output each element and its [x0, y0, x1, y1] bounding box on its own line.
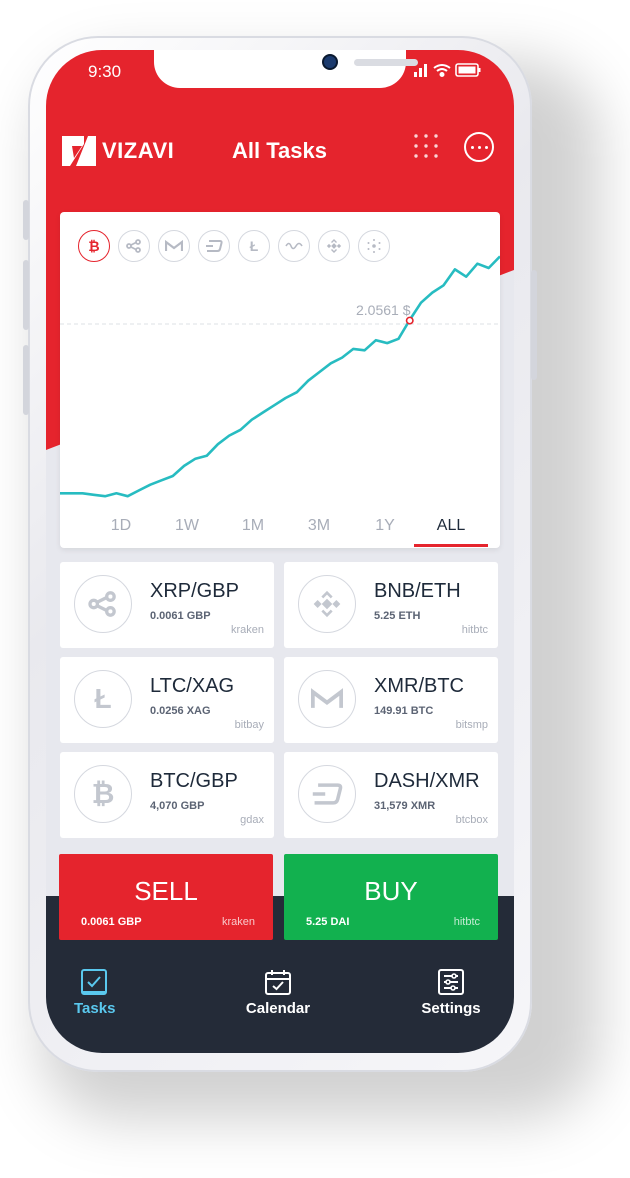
- status-icons: [414, 62, 484, 81]
- buy-exchange: hitbtc: [453, 916, 480, 928]
- pair-card-xmr-btc[interactable]: XMR/BTC 149.91 BTC bitsmp: [284, 657, 498, 743]
- pair-name: BTC/GBP: [150, 770, 238, 792]
- grid-menu-icon[interactable]: [412, 132, 440, 160]
- pair-amount: 31,579 XMR: [374, 800, 436, 812]
- pair-card-bnb-eth[interactable]: BNB/ETH 5.25 ETH hitbtc: [284, 562, 498, 648]
- pair-amount: 0.0061 GBP: [150, 610, 211, 622]
- vizavi-logo-icon: [62, 136, 96, 166]
- battery-icon: [455, 63, 481, 77]
- buy-label: BUY: [364, 876, 418, 906]
- pair-exchange: bitsmp: [455, 719, 488, 731]
- monero-icon: [298, 670, 356, 728]
- phone-mute-button: [23, 200, 29, 240]
- nav-tasks-label: Tasks: [74, 1000, 116, 1017]
- pair-amount: 149.91 BTC: [374, 705, 434, 717]
- sell-button[interactable]: SELL 0.0061 GBP kraken: [59, 854, 273, 940]
- phone-volume-down-button: [23, 345, 29, 415]
- status-time: 9:30: [88, 62, 122, 81]
- front-camera: [324, 56, 336, 68]
- range-1m[interactable]: 1M: [241, 517, 265, 534]
- nav-settings-label: Settings: [421, 1000, 481, 1017]
- range-selector: 1D 1W 1M 3M 1Y ALL: [88, 517, 488, 547]
- price-series-line: [60, 255, 500, 498]
- pair-exchange: hitbtc: [461, 624, 488, 636]
- cardano-icon[interactable]: [358, 230, 390, 262]
- sell-amount: 0.0061 GBP: [81, 916, 142, 928]
- price-marker: [405, 316, 414, 325]
- dash-icon: [298, 765, 356, 823]
- page-title: All Tasks: [232, 138, 327, 163]
- nav-tasks[interactable]: Tasks: [74, 968, 116, 1017]
- pair-card-dash-xmr[interactable]: DASH/XMR 31,579 XMR btcbox: [284, 752, 498, 838]
- pair-exchange: btcbox: [455, 814, 488, 826]
- bitcoin-icon[interactable]: ₿: [78, 230, 110, 262]
- pair-exchange: kraken: [230, 624, 264, 636]
- tasks-icon: [81, 969, 107, 995]
- range-1d[interactable]: 1D: [110, 517, 132, 534]
- litecoin-icon: Ł: [74, 670, 132, 728]
- dash-icon[interactable]: [198, 230, 230, 262]
- pair-card-btc-gbp[interactable]: ₿ BTC/GBP 4,070 GBP gdax: [60, 752, 274, 838]
- pair-amount: 0.0256 XAG: [150, 705, 211, 717]
- nav-settings[interactable]: Settings: [418, 968, 484, 1017]
- brand-logo: VIZAVI: [62, 136, 174, 166]
- coin-selector: ₿ Ł: [78, 230, 390, 262]
- pair-name: XMR/BTC: [374, 675, 464, 697]
- sell-exchange: kraken: [221, 916, 255, 928]
- more-options-icon[interactable]: [464, 132, 494, 162]
- pair-name: XRP/GBP: [150, 580, 239, 602]
- buy-amount: 5.25 DAI: [306, 916, 350, 928]
- price-label: 2.0561 $: [356, 302, 411, 318]
- wifi-icon: [433, 64, 451, 77]
- phone-notch: [154, 50, 418, 88]
- monero-icon[interactable]: [158, 230, 190, 262]
- price-chart-card: ₿ Ł 2.0561 $ 1D 1W 1M: [60, 212, 500, 548]
- pair-exchange: bitbay: [234, 719, 264, 731]
- pair-card-ltc-xag[interactable]: Ł LTC/XAG 0.0256 XAG bitbay: [60, 657, 274, 743]
- range-3m[interactable]: 3M: [307, 517, 331, 534]
- earpiece-speaker: [354, 59, 418, 66]
- phone-power-button: [531, 270, 537, 380]
- nav-calendar[interactable]: Calendar: [242, 968, 314, 1017]
- pair-name: BNB/ETH: [374, 580, 461, 602]
- ripple-icon[interactable]: [118, 230, 150, 262]
- range-1w[interactable]: 1W: [175, 517, 199, 534]
- nav-calendar-label: Calendar: [245, 1000, 311, 1017]
- pair-exchange: gdax: [240, 814, 264, 826]
- bottom-nav: Tasks Calendar Settings: [46, 960, 514, 1040]
- phone-volume-up-button: [23, 260, 29, 330]
- range-all[interactable]: ALL: [414, 517, 488, 547]
- brand-name: VIZAVI: [102, 138, 175, 163]
- binance-icon[interactable]: [318, 230, 350, 262]
- litecoin-icon[interactable]: Ł: [238, 230, 270, 262]
- price-chart: [60, 255, 500, 498]
- sell-label: SELL: [134, 876, 198, 906]
- ripple-icon: [74, 575, 132, 633]
- app-screen: 9:30 VIZAVI All Tasks: [46, 50, 514, 1053]
- bitcoin-icon: ₿: [74, 765, 132, 823]
- settings-icon: [438, 969, 464, 995]
- nano-icon[interactable]: [278, 230, 310, 262]
- pair-amount: 5.25 ETH: [374, 610, 421, 622]
- range-1y[interactable]: 1Y: [375, 517, 395, 534]
- pair-amount: 4,070 GBP: [150, 800, 205, 812]
- buy-button[interactable]: BUY 5.25 DAI hitbtc: [284, 854, 498, 940]
- signal-icon: [414, 64, 427, 77]
- pair-name: DASH/XMR: [374, 770, 480, 792]
- pair-name: LTC/XAG: [150, 675, 235, 697]
- pair-card-xrp-gbp[interactable]: XRP/GBP 0.0061 GBP kraken: [60, 562, 274, 648]
- calendar-icon: [265, 970, 291, 995]
- binance-icon: [298, 575, 356, 633]
